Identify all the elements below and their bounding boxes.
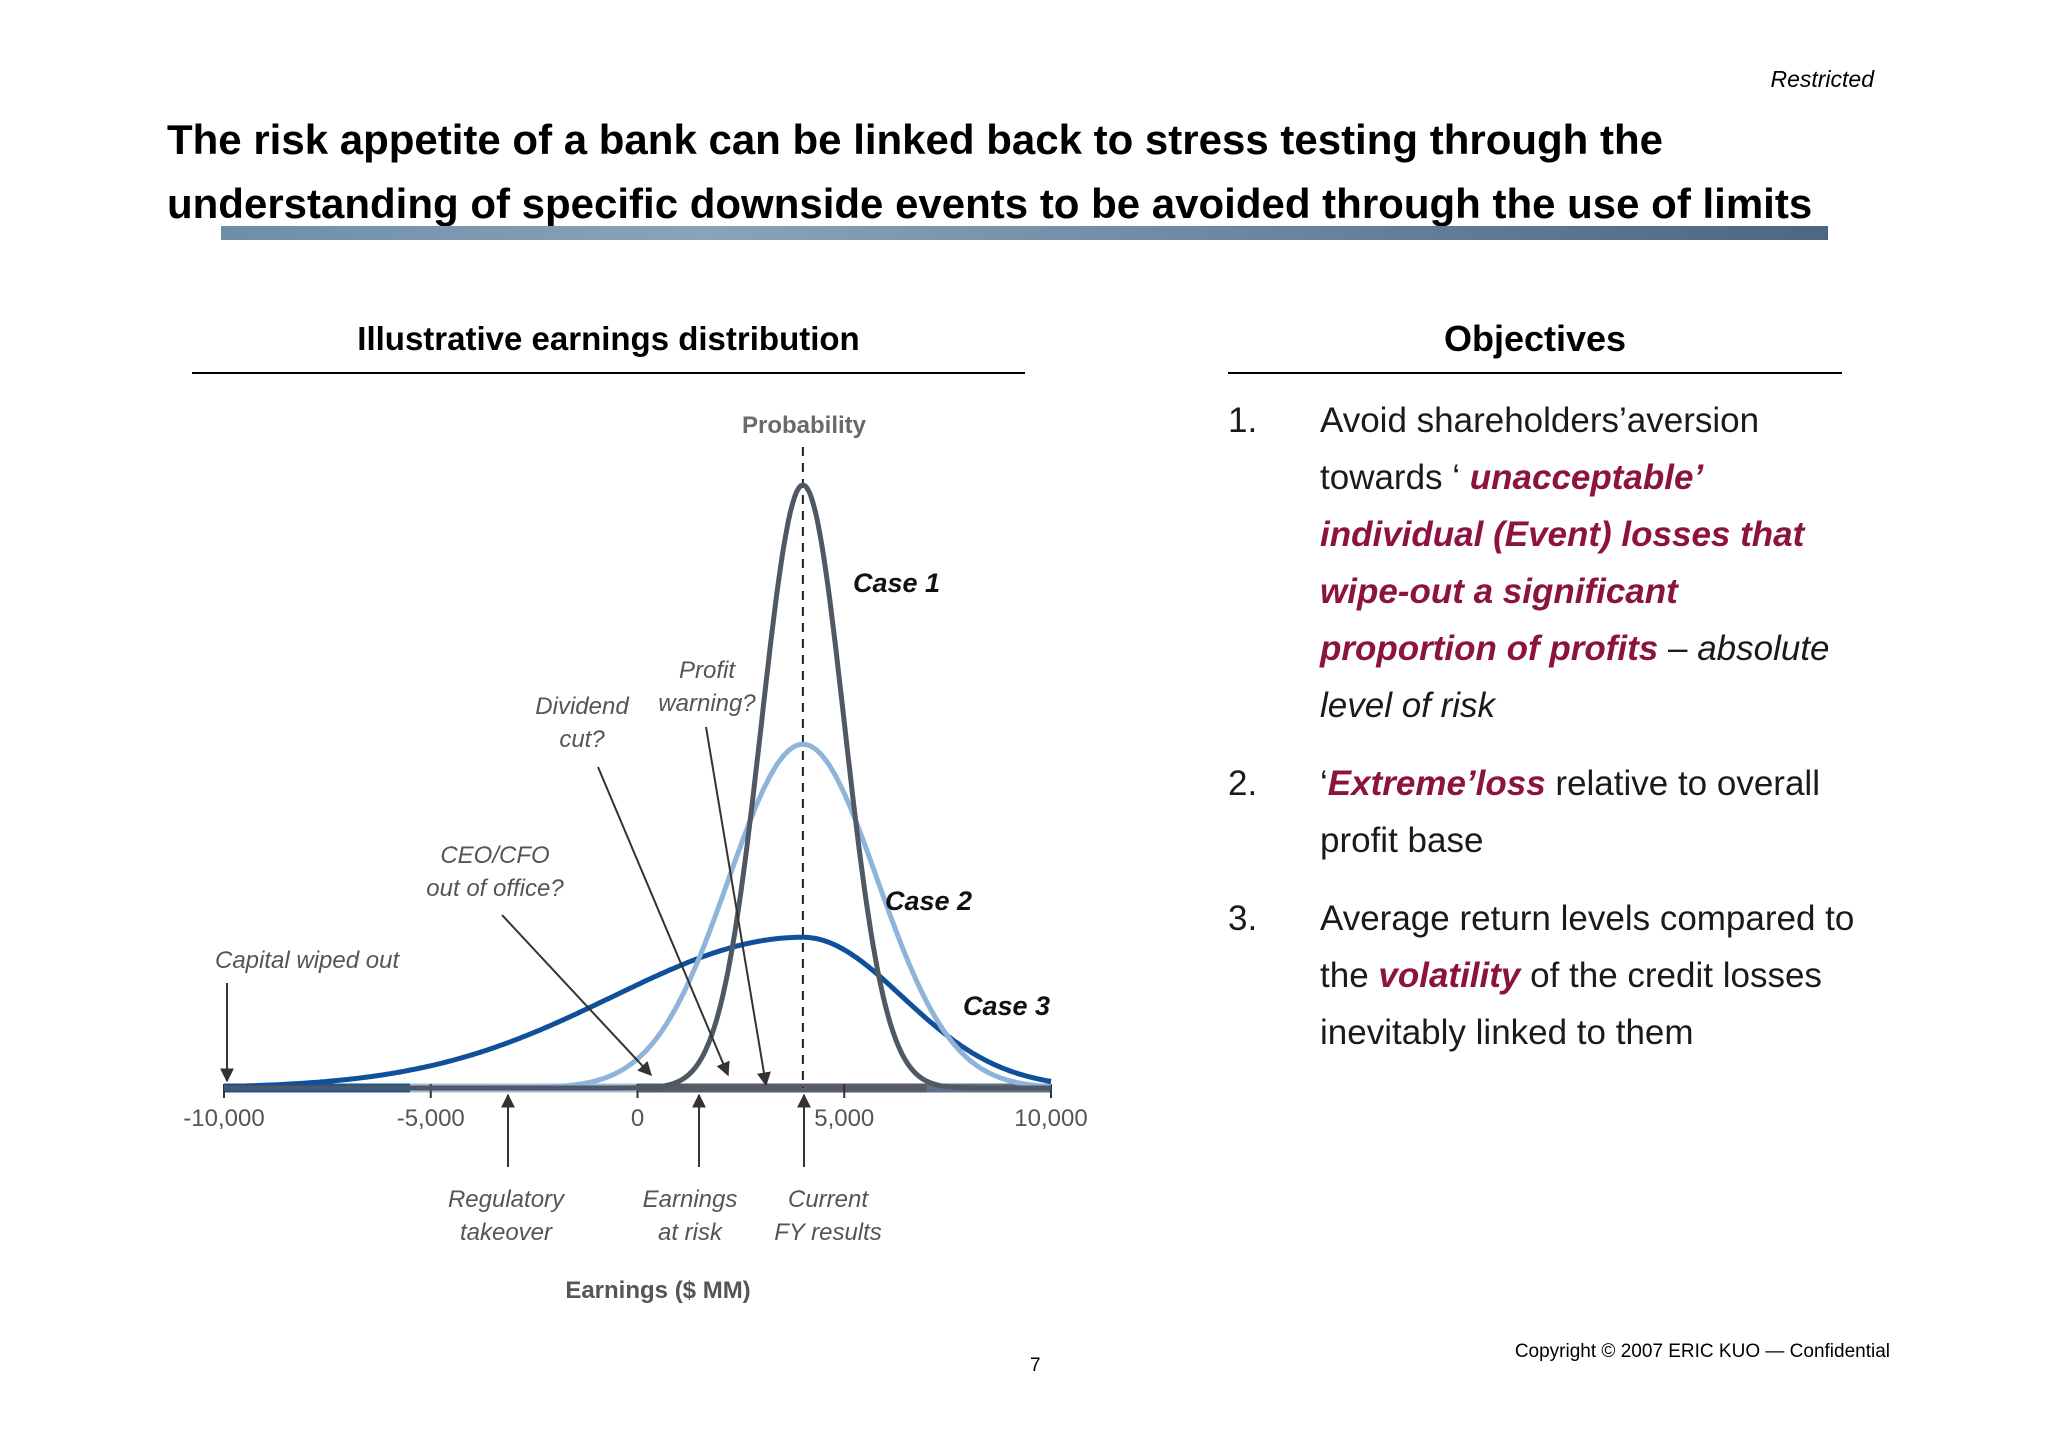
dividend-cut-arrow — [597, 766, 730, 1077]
x-axis-label: Earnings ($ MM) — [565, 1277, 750, 1304]
objective-highlight: Extreme’loss — [1327, 764, 1546, 803]
x-tick-label: -5,000 — [397, 1105, 465, 1132]
objective-text-plain: relative to overall profit base — [1320, 764, 1820, 860]
x-axis-ticks: -10,000 -5,000 0 5,000 10,000 — [183, 1084, 1088, 1132]
objective-number: 2. — [1228, 764, 1258, 803]
ceo-cfo-label-line1: CEO/CFO — [440, 842, 549, 869]
x-tick-label: -10,000 — [183, 1105, 264, 1132]
copyright-notice: Copyright © 2007 ERIC KUO — Confidential — [1514, 1341, 1890, 1362]
regulatory-takeover-label-line1: Regulatory — [448, 1186, 566, 1213]
chart-heading: Illustrative earnings distribution — [357, 320, 860, 357]
case-2-label: Case 2 — [885, 886, 972, 916]
case-1-curve — [224, 482, 1051, 1091]
earnings-at-risk-label-line1: Earnings — [643, 1186, 738, 1213]
y-axis-label: Probability — [742, 412, 867, 439]
objective-item-2: 2. ‘Extreme’loss relative to overall pro… — [1228, 755, 1868, 875]
case-1-label: Case 1 — [853, 568, 940, 598]
earnings-at-risk-label-line2: at risk — [658, 1219, 724, 1246]
x-tick-label: 5,000 — [814, 1105, 874, 1132]
dividend-cut-label-line2: cut? — [559, 726, 605, 753]
objective-highlight: volatility — [1378, 956, 1521, 995]
page-number: 7 — [1030, 1355, 1041, 1376]
objective-text: Avoid shareholders’aversion towards ‘ un… — [1320, 392, 1860, 734]
objective-text-italic: absolute level of risk — [1320, 629, 1830, 725]
title-underline-bar — [221, 226, 1828, 240]
slide-title: The risk appetite of a bank can be linke… — [167, 116, 1813, 227]
case-3-label: Case 3 — [963, 991, 1050, 1021]
objective-text-plain: of the credit losses inevitably linked t… — [1320, 956, 1822, 1052]
objective-number: 3. — [1228, 899, 1258, 938]
dividend-cut-label-line1: Dividend — [535, 693, 629, 720]
ceo-cfo-label-line2: out of office? — [426, 875, 564, 902]
objective-text-plain: ‘ — [1320, 764, 1328, 803]
objective-text: ‘Extreme’loss relative to overall profit… — [1320, 755, 1860, 869]
objective-number: 1. — [1228, 401, 1258, 440]
ceo-cfo-arrow — [501, 914, 652, 1077]
current-fy-results-label-line1: Current — [788, 1186, 869, 1213]
objectives-heading: Objectives — [1443, 318, 1627, 359]
chart-heading-rule — [192, 372, 1025, 374]
case-2-curve — [224, 741, 1052, 1091]
capital-wiped-out-label: Capital wiped out — [215, 947, 400, 974]
objective-text-plain: – — [1658, 629, 1698, 668]
objective-text-plain: Average return levels compared to the — [1320, 899, 1855, 995]
objective-text-plain: Avoid shareholders’aversion towards ‘ — [1320, 401, 1760, 497]
objective-text: Average return levels compared to the vo… — [1320, 890, 1860, 1061]
case-3-curve — [224, 934, 1052, 1089]
current-fy-results-label-line2: FY results — [774, 1219, 882, 1246]
classification-label: Restricted — [1770, 66, 1874, 92]
profit-warning-arrow — [705, 726, 771, 1087]
x-tick-label: 0 — [631, 1105, 644, 1132]
profit-warning-label-line2: warning? — [658, 690, 756, 717]
objectives-heading-rule — [1228, 372, 1842, 374]
objective-highlight: unacceptable’ individual (Event) losses … — [1320, 458, 1805, 668]
earnings-distribution-chart: -10,000 -5,000 0 5,000 10,000 Probability Ca… — [183, 412, 1088, 1304]
profit-warning-label-line1: Profit — [679, 657, 736, 684]
x-tick-label: 10,000 — [1014, 1105, 1087, 1132]
regulatory-takeover-label-line2: takeover — [460, 1219, 553, 1246]
objective-item-1: 1. Avoid shareholders’aversion towards ‘… — [1228, 392, 1868, 732]
objective-item-3: 3. Average return levels compared to the… — [1228, 890, 1868, 1120]
